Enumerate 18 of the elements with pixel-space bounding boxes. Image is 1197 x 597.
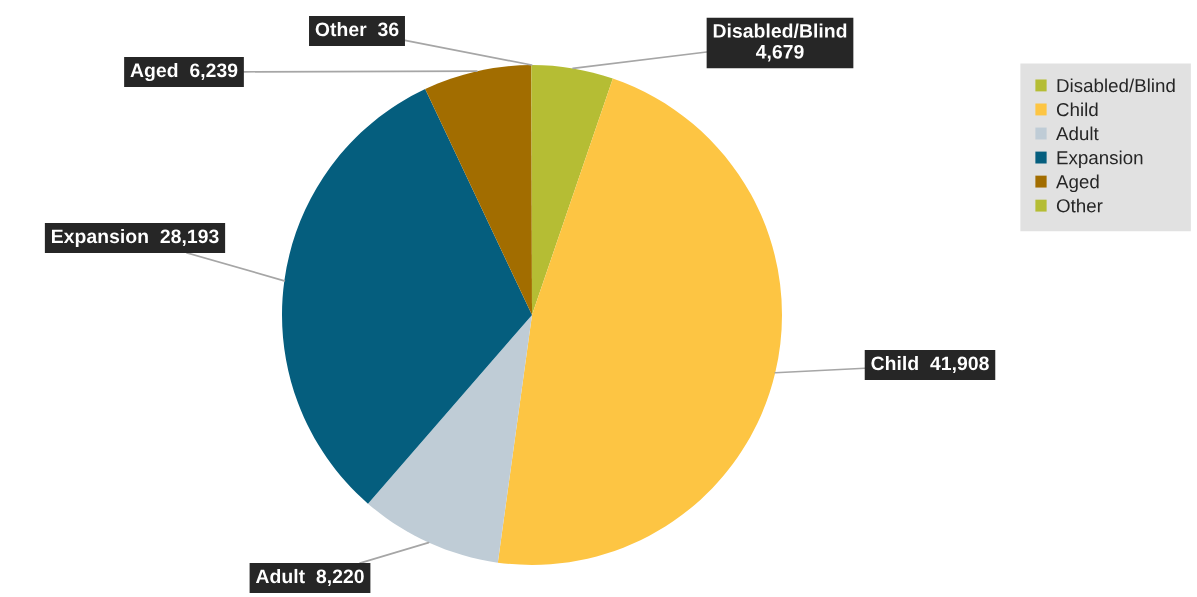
pie-slice [282, 88, 532, 504]
legend-label: Child [1056, 102, 1098, 117]
legend-label: Expansion [1057, 150, 1143, 169]
category-label: Child 41,908 [871, 355, 989, 374]
legend-label: Disabled/Blind [1057, 78, 1175, 93]
legend-label: Other [1056, 198, 1103, 213]
data-label: 4,679 [755, 44, 804, 62]
category-label: Aged 6,239 [130, 62, 238, 82]
category-label: Adult 8,220 [255, 568, 364, 587]
category-label: Other 36 [315, 21, 399, 37]
pie-slice [532, 65, 613, 315]
category-label: Expansion 28,193 [52, 228, 219, 248]
legend-label: Aged [1056, 174, 1099, 193]
pie-slice [497, 78, 782, 565]
pie-slice [367, 315, 532, 563]
pie-slice [425, 65, 532, 315]
slice-label: Disabled/Blind [713, 23, 847, 38]
legend-label: Adult [1056, 126, 1099, 141]
